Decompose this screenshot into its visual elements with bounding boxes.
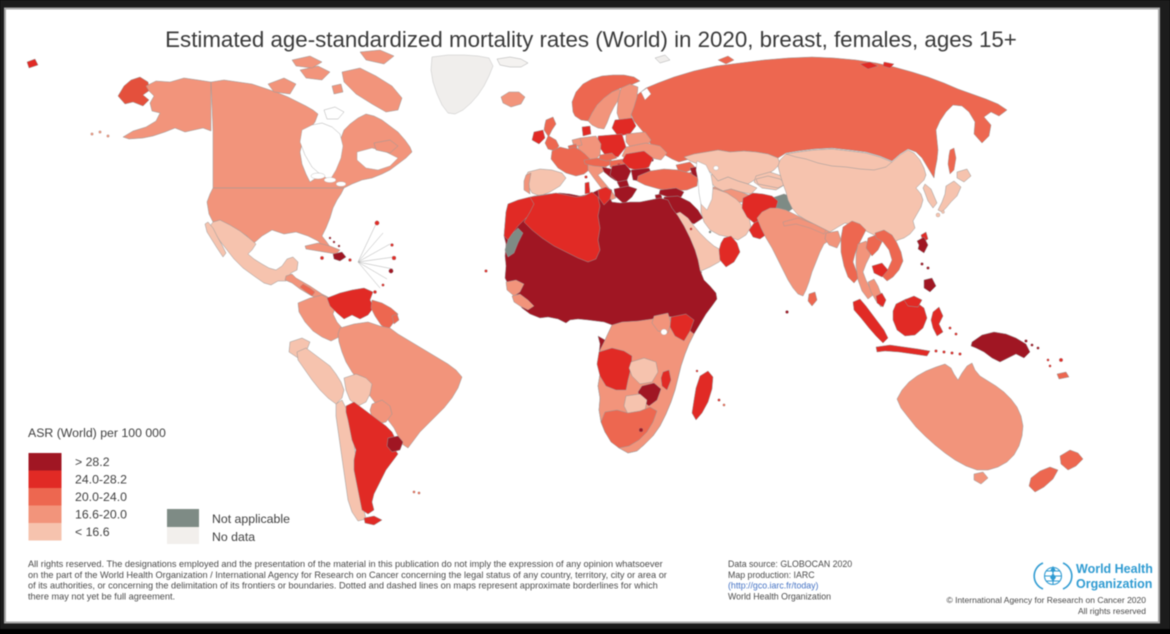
svg-text:24.0-28.2: 24.0-28.2 [75, 473, 127, 487]
svg-text:No data: No data [212, 530, 255, 544]
svg-text:World Health Organization: World Health Organization [728, 591, 831, 601]
svg-text:(http://gco.iarc.fr/today): (http://gco.iarc.fr/today) [728, 581, 819, 591]
svg-text:World Health: World Health [1076, 562, 1153, 576]
svg-text:All rights reserved. The desig: All rights reserved. The designations em… [28, 559, 663, 569]
svg-text:on the part of the World Healt: on the part of the World Health Organiza… [28, 570, 667, 580]
svg-text:All rights reserved: All rights reserved [1078, 606, 1146, 616]
svg-text:Estimated age-standardized mor: Estimated age-standardized mortality rat… [165, 27, 1017, 52]
svg-text:< 16.6: < 16.6 [75, 525, 110, 539]
svg-text:Map production: IARC: Map production: IARC [728, 570, 815, 580]
svg-text:there may not yet be full agre: there may not yet be full agreement. [28, 591, 175, 601]
svg-text:16.6-20.0: 16.6-20.0 [75, 508, 127, 522]
svg-text:> 28.2: > 28.2 [75, 455, 110, 469]
svg-text:ASR (World) per 100 000: ASR (World) per 100 000 [28, 426, 166, 440]
svg-text:20.0-24.0: 20.0-24.0 [75, 490, 127, 504]
svg-text:© International Agency for Res: © International Agency for Research on C… [946, 595, 1146, 605]
svg-text:of its authorities, or concern: of its authorities, or concerning the de… [28, 581, 658, 591]
svg-text:Not applicable: Not applicable [212, 512, 290, 526]
svg-text:Organization: Organization [1076, 577, 1152, 591]
svg-text:Data source: GLOBOCAN 2020: Data source: GLOBOCAN 2020 [728, 559, 852, 569]
